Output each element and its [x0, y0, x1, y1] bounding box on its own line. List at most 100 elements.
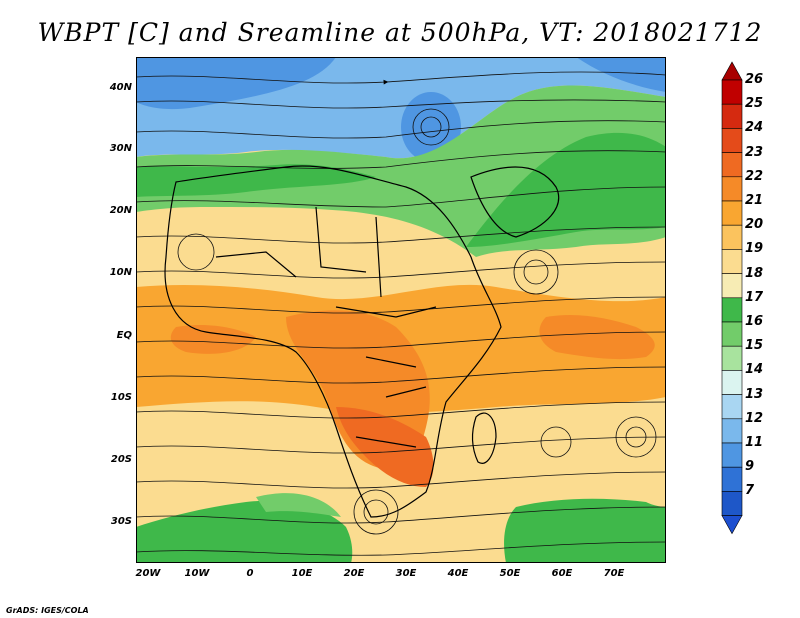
wbpt-warm-core — [170, 325, 256, 354]
colorbar-label: 16 — [745, 314, 764, 329]
colorbar-label: 24 — [745, 120, 764, 136]
colorbar-label: 18 — [745, 265, 764, 281]
streamline-vortex — [625, 426, 647, 448]
map-title: WBPT [C] and Sreamline at 500hPa, VT: 20… — [37, 18, 763, 47]
colorbar-swatch — [721, 200, 743, 226]
colorbar — [721, 61, 743, 535]
colorbar-swatch — [721, 176, 743, 202]
streamline-vortex — [420, 116, 442, 138]
credit-text: GrADS: IGES/COLA — [6, 606, 89, 615]
lon-label: 50E — [499, 568, 521, 579]
colorbar-bottom-arrow — [721, 515, 743, 535]
wbpt-warm-core — [539, 315, 655, 360]
streamline — [136, 71, 666, 85]
colorbar-label: 22 — [745, 168, 764, 184]
lon-label: 70E — [603, 568, 625, 579]
streamline-vortex — [615, 416, 657, 458]
colorbar-label: 23 — [745, 144, 764, 160]
colorbar-label: 19 — [745, 241, 764, 257]
wbpt-green-band-north-core — [466, 132, 666, 247]
streamline — [136, 99, 666, 109]
streamline-vortex — [353, 489, 399, 535]
colorbar-label: 11 — [745, 435, 764, 450]
streamline — [136, 150, 666, 169]
coastlines — [164, 165, 560, 518]
colorbar-label: 12 — [745, 410, 764, 426]
streamline — [136, 366, 666, 384]
lat-label: 20S — [110, 454, 132, 465]
colorbar-swatch — [721, 224, 743, 250]
colorbar-swatch — [721, 418, 743, 444]
madagascar-coastline — [471, 412, 497, 464]
wbpt-warm-core — [336, 407, 434, 487]
colorbar-label: 14 — [745, 362, 764, 378]
africa-coastline — [164, 165, 502, 518]
lon-label: 10E — [291, 568, 313, 579]
streamline — [136, 261, 666, 279]
wbpt-very-cold-region — [576, 57, 666, 92]
map-frame — [136, 57, 666, 563]
lat-label: 30N — [109, 143, 132, 154]
wbpt-green-band-north-core — [136, 164, 376, 197]
colorbar-swatch — [721, 491, 743, 516]
lon-label: 10W — [184, 568, 210, 579]
country-border — [215, 206, 437, 448]
colorbar-label: 26 — [745, 72, 764, 87]
colorbar-swatch — [721, 297, 743, 323]
lat-label: 30S — [110, 516, 132, 527]
colorbar-top-arrow — [721, 61, 743, 81]
lon-label: 20E — [343, 568, 365, 579]
wbpt-green-band-south-edge — [256, 493, 341, 517]
lon-label: 60E — [551, 568, 573, 579]
streamline-vortex — [412, 108, 450, 146]
streamline — [136, 471, 666, 489]
colorbar-swatch — [721, 370, 743, 395]
streamline-vortex — [523, 259, 549, 285]
wbpt-very-cold-region — [136, 57, 336, 110]
lon-label: 40E — [447, 568, 469, 579]
streamline — [136, 296, 666, 314]
streamline-vortex — [540, 426, 572, 458]
colorbar-swatch — [721, 394, 743, 420]
colorbar-label: 25 — [745, 96, 764, 112]
lat-label: 20N — [109, 205, 132, 216]
lat-label: 10S — [110, 392, 132, 403]
lon-label: 30E — [395, 568, 417, 579]
colorbar-swatch — [721, 152, 743, 178]
lat-label: 10N — [109, 267, 132, 278]
wbpt-green-band-south — [504, 498, 666, 563]
colorbar-swatch — [721, 249, 743, 274]
streamline — [136, 226, 666, 244]
streamline-vortex — [513, 249, 559, 295]
lat-label: EQ — [116, 330, 132, 341]
streamline-vortex — [177, 233, 215, 271]
colorbar-swatch — [721, 273, 743, 299]
colorbar-label: 15 — [745, 338, 764, 354]
colorbar-label: 7 — [745, 483, 755, 499]
streamlines — [136, 71, 666, 556]
streamline — [136, 120, 666, 139]
lon-label: 0 — [246, 568, 254, 579]
streamline — [136, 506, 666, 524]
colorbar-label: 13 — [745, 386, 764, 402]
streamline — [136, 186, 666, 208]
colorbar-label: 9 — [745, 459, 755, 475]
streamline-vortex — [363, 499, 389, 525]
colorbar-swatch — [721, 345, 743, 371]
colorbar-swatch — [721, 442, 743, 468]
streamline — [136, 541, 666, 556]
colorbar-swatch — [721, 466, 743, 492]
lat-label: 40N — [109, 82, 132, 93]
colorbar-swatch — [721, 103, 743, 129]
colorbar-label: 20 — [745, 217, 764, 233]
colorbar-label: 17 — [745, 289, 764, 305]
arabia-coastline — [470, 166, 560, 238]
colorbar-label: 21 — [745, 193, 764, 208]
colorbar-swatch — [721, 321, 743, 347]
colorbar-swatch — [721, 128, 743, 153]
wbpt-streamline-map — [136, 57, 666, 563]
streamline — [136, 331, 666, 349]
lon-label: 20W — [135, 568, 161, 579]
colorbar-swatch — [721, 79, 743, 105]
streamline — [136, 401, 666, 419]
